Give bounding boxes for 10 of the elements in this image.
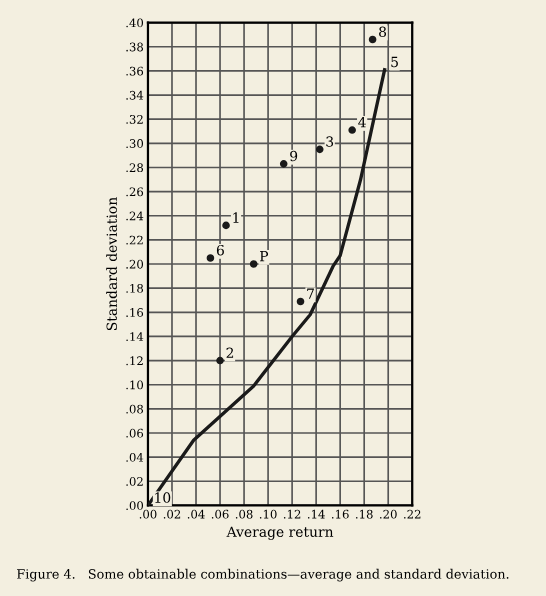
point bbox=[296, 297, 305, 306]
point bbox=[279, 160, 288, 168]
line-series bbox=[147, 68, 387, 506]
point bbox=[249, 260, 258, 268]
point bbox=[315, 145, 324, 154]
point bbox=[206, 254, 215, 262]
point bbox=[216, 356, 224, 365]
point bbox=[222, 221, 230, 230]
point bbox=[348, 126, 356, 134]
point bbox=[368, 35, 377, 44]
